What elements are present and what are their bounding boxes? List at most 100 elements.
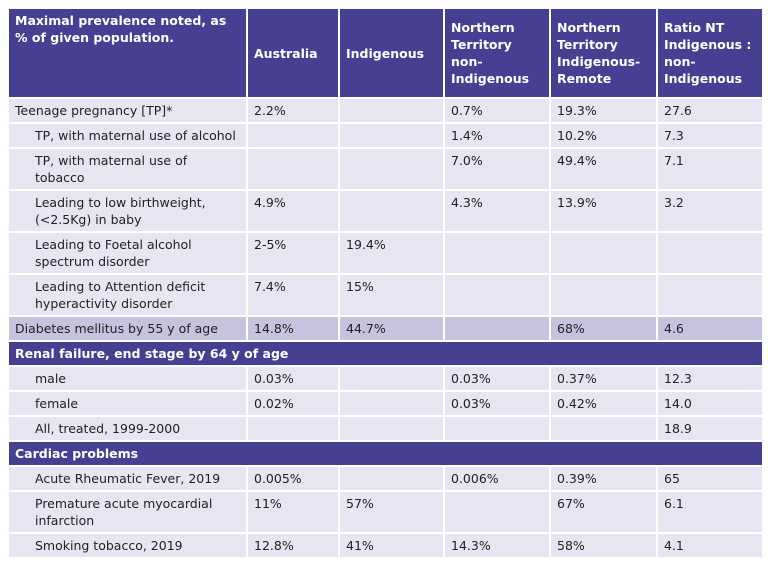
row-label: Leading to Foetal alcohol spectrum disor… bbox=[7, 231, 248, 275]
table-cell: 44.7% bbox=[338, 315, 445, 342]
header-row: Maximal prevalence noted, as % of given … bbox=[7, 7, 764, 99]
column-header: Indigenous bbox=[338, 7, 445, 99]
row-label: TP, with maternal use of alcohol bbox=[7, 122, 248, 149]
table-cell: 7.4% bbox=[246, 273, 340, 317]
table-cell: 0.03% bbox=[443, 365, 551, 392]
column-header: Northern Territory non-Indigenous bbox=[443, 7, 551, 99]
table-row: TP, with maternal use of alcohol 1.4% 10.2… bbox=[7, 122, 764, 149]
table-cell bbox=[338, 189, 445, 233]
row-label: Premature acute myocardial infarction bbox=[7, 490, 248, 534]
column-header: Maximal prevalence noted, as % of given … bbox=[7, 7, 248, 99]
table-cell: 2.2% bbox=[246, 97, 340, 124]
row-label: Teenage pregnancy [TP]* bbox=[7, 97, 248, 124]
table-cell: 0.02% bbox=[246, 390, 340, 417]
table-cell bbox=[338, 122, 445, 149]
row-label: Renal failure, end stage by 64 y of age bbox=[7, 340, 764, 367]
table-row: female 0.02% 0.03% 0.42% 14.0 bbox=[7, 390, 764, 417]
table-cell: 3.2 bbox=[656, 189, 764, 233]
table-cell bbox=[338, 365, 445, 392]
table-cell: 12.3 bbox=[656, 365, 764, 392]
section-header-row: Cardiac problems bbox=[7, 440, 764, 467]
table-row: Leading to low birthweight, (<2.5Kg) in … bbox=[7, 189, 764, 233]
table-cell: 0.03% bbox=[443, 390, 551, 417]
table-cell bbox=[549, 273, 658, 317]
row-label: Acute Rheumatic Fever, 2019 bbox=[7, 465, 248, 492]
table-cell: 11% bbox=[246, 490, 340, 534]
table-cell: 65 bbox=[656, 465, 764, 492]
table-cell: 4.1 bbox=[656, 532, 764, 559]
table-cell bbox=[338, 465, 445, 492]
table-cell: 0.37% bbox=[549, 365, 658, 392]
table-row: Smoking tobacco, 2019 12.8% 41% 14.3% 58% 4.1 bbox=[7, 532, 764, 559]
table-row: Leading to Attention deficit hyperactivi… bbox=[7, 273, 764, 317]
column-header: Ratio NT Indigenous : non-Indigenous bbox=[656, 7, 764, 99]
table-row: Leading to Foetal alcohol spectrum disor… bbox=[7, 231, 764, 275]
table-cell: 19.4% bbox=[338, 231, 445, 275]
table-row: male 0.03% 0.03% 0.37% 12.3 bbox=[7, 365, 764, 392]
table-cell: 57% bbox=[338, 490, 445, 534]
table-row: TP, with maternal use of tobacco 7.0% 49.4… bbox=[7, 147, 764, 191]
column-header: Northern Territory Indigenous-Remote bbox=[549, 7, 658, 99]
table-cell: 0.7% bbox=[443, 97, 551, 124]
row-label: Leading to Attention deficit hyperactivi… bbox=[7, 273, 248, 317]
table-cell bbox=[443, 315, 551, 342]
table-cell bbox=[246, 415, 340, 442]
table-cell: 1.4% bbox=[443, 122, 551, 149]
table-row: All, treated, 1999-2000 18.9 bbox=[7, 415, 764, 442]
table-cell: 14.3% bbox=[443, 532, 551, 559]
table-cell bbox=[338, 415, 445, 442]
table-cell: 14.0 bbox=[656, 390, 764, 417]
table-cell: 68% bbox=[549, 315, 658, 342]
row-label: TP, with maternal use of tobacco bbox=[7, 147, 248, 191]
table-cell: 2-5% bbox=[246, 231, 340, 275]
table-cell: 58% bbox=[549, 532, 658, 559]
table-cell: 27.6 bbox=[656, 97, 764, 124]
table-cell: 67% bbox=[549, 490, 658, 534]
table-cell: 0.005% bbox=[246, 465, 340, 492]
row-label: Leading to low birthweight, (<2.5Kg) in … bbox=[7, 189, 248, 233]
table-row: Acute Rheumatic Fever, 2019 0.005% 0.006% 0… bbox=[7, 465, 764, 492]
table-cell bbox=[656, 273, 764, 317]
table-cell: 7.1 bbox=[656, 147, 764, 191]
row-label: male bbox=[7, 365, 248, 392]
table-cell bbox=[656, 231, 764, 275]
table-cell bbox=[338, 390, 445, 417]
table-cell bbox=[443, 490, 551, 534]
table-cell bbox=[549, 415, 658, 442]
table-cell bbox=[338, 97, 445, 124]
table-cell: 19.3% bbox=[549, 97, 658, 124]
table-cell: 0.39% bbox=[549, 465, 658, 492]
table-cell: 4.6 bbox=[656, 315, 764, 342]
table-cell bbox=[338, 147, 445, 191]
table-cell: 41% bbox=[338, 532, 445, 559]
row-label: Smoking tobacco, 2019 bbox=[7, 532, 248, 559]
table-cell bbox=[443, 415, 551, 442]
table-cell: 7.3 bbox=[656, 122, 764, 149]
table-cell bbox=[549, 231, 658, 275]
table-cell bbox=[443, 231, 551, 275]
row-label: Cardiac problems bbox=[7, 440, 764, 467]
section-header-row: Renal failure, end stage by 64 y of age bbox=[7, 340, 764, 367]
table-cell: 4.3% bbox=[443, 189, 551, 233]
table-cell: 10.2% bbox=[549, 122, 658, 149]
table-row: Teenage pregnancy [TP]* 2.2% 0.7% 19.3% 27.6 bbox=[7, 97, 764, 124]
table-cell: 18.9 bbox=[656, 415, 764, 442]
row-label: Diabetes mellitus by 55 y of age bbox=[7, 315, 248, 342]
table-cell bbox=[246, 122, 340, 149]
table-cell: 0.42% bbox=[549, 390, 658, 417]
table-cell: 14.8% bbox=[246, 315, 340, 342]
table-cell: 0.006% bbox=[443, 465, 551, 492]
table-cell: 4.9% bbox=[246, 189, 340, 233]
table-cell: 6.1 bbox=[656, 490, 764, 534]
table-row: Premature acute myocardial infarction 11%… bbox=[7, 490, 764, 534]
table-cell: 49.4% bbox=[549, 147, 658, 191]
table-cell: 0.03% bbox=[246, 365, 340, 392]
table-cell bbox=[246, 147, 340, 191]
row-label: female bbox=[7, 390, 248, 417]
column-header: Australia bbox=[246, 7, 340, 99]
table-row: Diabetes mellitus by 55 y of age 14.8% 44.… bbox=[7, 315, 764, 342]
table-cell: 7.0% bbox=[443, 147, 551, 191]
row-label: All, treated, 1999-2000 bbox=[7, 415, 248, 442]
table-cell bbox=[443, 273, 551, 317]
table-cell: 12.8% bbox=[246, 532, 340, 559]
